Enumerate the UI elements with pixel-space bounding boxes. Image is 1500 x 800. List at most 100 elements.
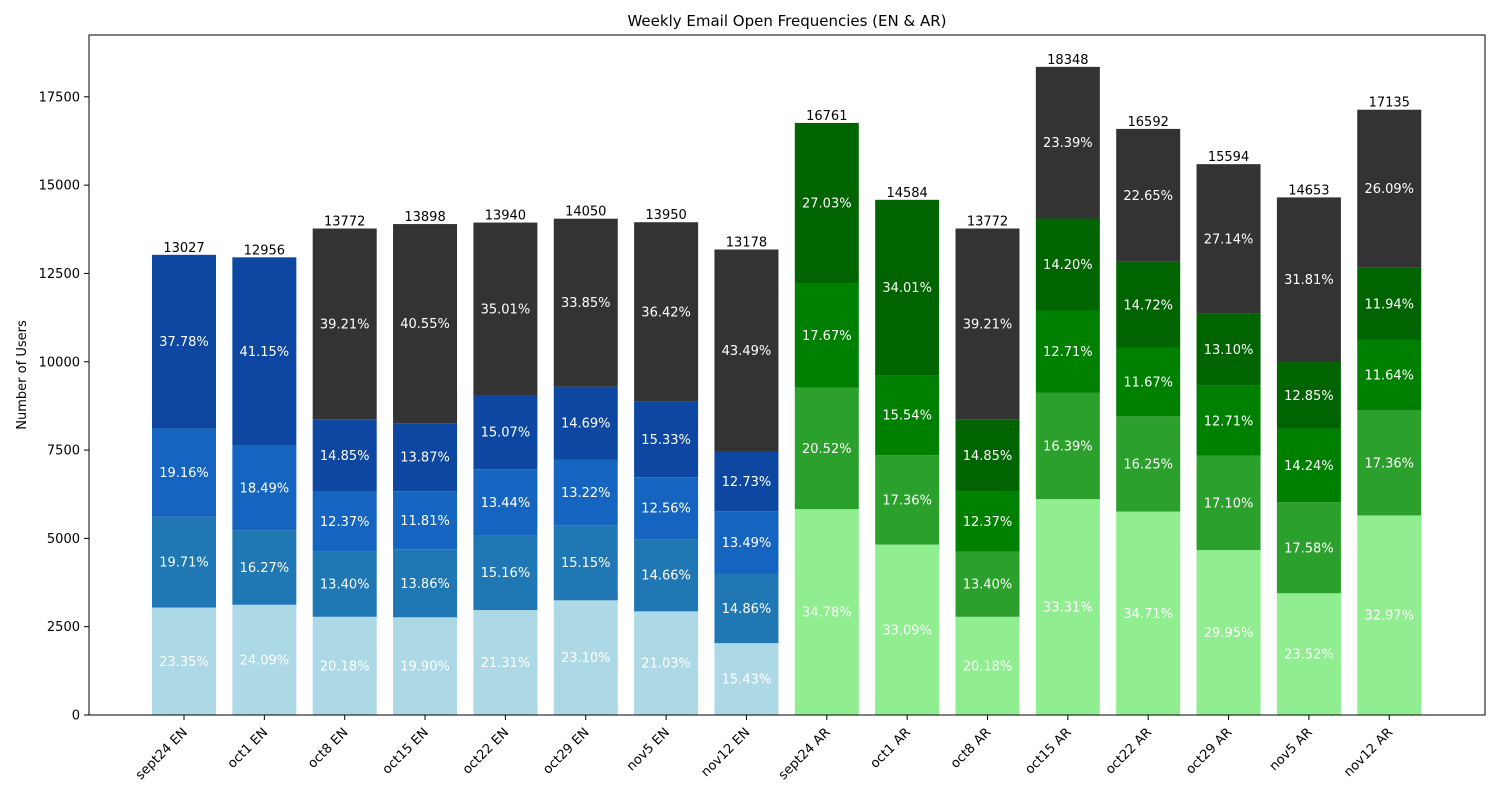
bar-stack-13: 29.95% 17.10% 12.71% 13.10% 27.14% 15594 [1196,150,1261,715]
segment-percent-label: 34.01% [882,281,932,296]
bar-segment [473,610,538,715]
y-tick-label: 5000 [47,532,80,547]
bar-segment [312,491,377,552]
bar-total-label: 15594 [1208,150,1249,165]
bar-segment [1276,593,1341,715]
bar-segment [634,477,699,540]
bar-segment [553,386,618,460]
segment-percent-label: 37.78% [159,335,209,350]
bar-segment [393,224,458,424]
segment-percent-label: 32.97% [1364,609,1414,624]
segment-percent-label: 16.27% [240,561,290,576]
bar-segment [232,445,297,531]
bar-segment [473,535,538,611]
bar-segment [1357,339,1422,411]
segment-percent-label: 15.15% [561,556,611,571]
bar-segment [1276,362,1341,429]
segment-percent-label: 17.36% [1364,456,1414,471]
bar-segment [152,254,216,429]
segment-percent-label: 11.64% [1364,369,1414,384]
bar-stack-3: 19.90% 13.86% 11.81% 13.87% 40.55% 13898 [393,210,458,715]
bar-stack-10: 20.18% 13.40% 12.37% 14.85% 39.21% 13772 [955,215,1020,715]
bar-total-label: 13950 [645,208,686,223]
bar-segment [1196,385,1261,456]
segment-percent-label: 12.71% [1204,414,1254,429]
segment-percent-label: 15.16% [481,566,531,581]
segment-percent-label: 19.71% [159,556,209,571]
bar-segment [714,511,779,574]
bar-stack-9: 33.09% 17.36% 15.54% 34.01% 14584 [875,186,940,715]
bar-stack-2: 20.18% 13.40% 12.37% 14.85% 39.21% 13772 [312,215,377,715]
segment-percent-label: 27.03% [802,196,852,211]
segment-percent-label: 14.72% [1123,298,1173,313]
segment-percent-label: 14.86% [722,602,772,617]
segment-percent-label: 12.56% [641,502,691,517]
bar-segment [1357,109,1422,268]
bar-total-label: 14050 [565,205,606,220]
bar-segment [553,218,618,387]
segment-percent-label: 35.01% [481,302,531,317]
bar-total-label: 13027 [163,241,204,256]
segment-percent-label: 15.07% [481,426,531,441]
bar-segment [393,549,458,618]
segment-percent-label: 20.18% [963,659,1013,674]
bar-segment [714,249,779,452]
bar-segment [152,607,216,715]
segment-percent-label: 13.40% [963,578,1013,593]
segment-percent-label: 16.25% [1123,457,1173,472]
segment-percent-label: 12.37% [320,515,370,530]
bar-total-label: 16761 [806,109,847,124]
segment-percent-label: 16.39% [1043,439,1093,454]
bar-segment [794,509,859,715]
bar-total-label: 13940 [485,209,526,224]
segment-percent-label: 13.10% [1204,343,1254,358]
segment-percent-label: 15.43% [722,673,772,688]
bar-segment [1035,392,1100,500]
bar-segment [1035,310,1100,393]
bar-total-label: 13772 [324,215,365,230]
bar-segment [875,375,940,456]
segment-percent-label: 22.65% [1123,189,1173,204]
bar-segment [152,516,216,608]
segment-percent-label: 39.21% [320,317,370,332]
y-tick-label: 17500 [39,90,80,105]
y-tick-label: 15000 [39,179,80,194]
bar-segment [232,530,297,605]
bar-segment [955,491,1020,552]
bar-segment [955,228,1020,420]
bar-segment [152,428,216,517]
bar-segment [473,394,538,470]
segment-percent-label: 13.22% [561,486,611,501]
bar-segment [1116,511,1181,715]
bar-segment [875,544,940,715]
segment-percent-label: 24.09% [240,653,290,668]
segment-percent-label: 34.71% [1123,607,1173,622]
segment-percent-label: 13.86% [400,577,450,592]
bar-segment [955,616,1020,715]
bar-segment [955,551,1020,617]
segment-percent-label: 19.16% [159,466,209,481]
bar-segment [634,611,699,715]
segment-percent-label: 33.85% [561,296,611,311]
segment-percent-label: 41.15% [240,345,290,360]
bar-segment [794,122,859,283]
bar-stacks: 23.35% 19.71% 19.16% 37.78% 13027 24.09% 16.27… [152,53,1422,715]
bar-segment [1116,261,1181,348]
bar-segment [473,469,538,536]
segment-percent-label: 15.33% [641,433,691,448]
bar-segment [875,199,940,376]
y-tick-label: 2500 [47,620,80,635]
segment-percent-label: 17.58% [1284,541,1334,556]
segment-percent-label: 36.42% [641,305,691,320]
segment-percent-label: 14.20% [1043,258,1093,273]
segment-percent-label: 14.85% [320,449,370,464]
bar-segment [1357,410,1422,516]
segment-percent-label: 13.44% [481,496,531,511]
y-axis-label: Number of Users [15,320,30,430]
bar-segment [714,643,779,715]
bar-segment [1116,416,1181,512]
segment-percent-label: 17.10% [1204,496,1254,511]
bar-segment [714,451,779,512]
segment-percent-label: 29.95% [1204,626,1254,641]
